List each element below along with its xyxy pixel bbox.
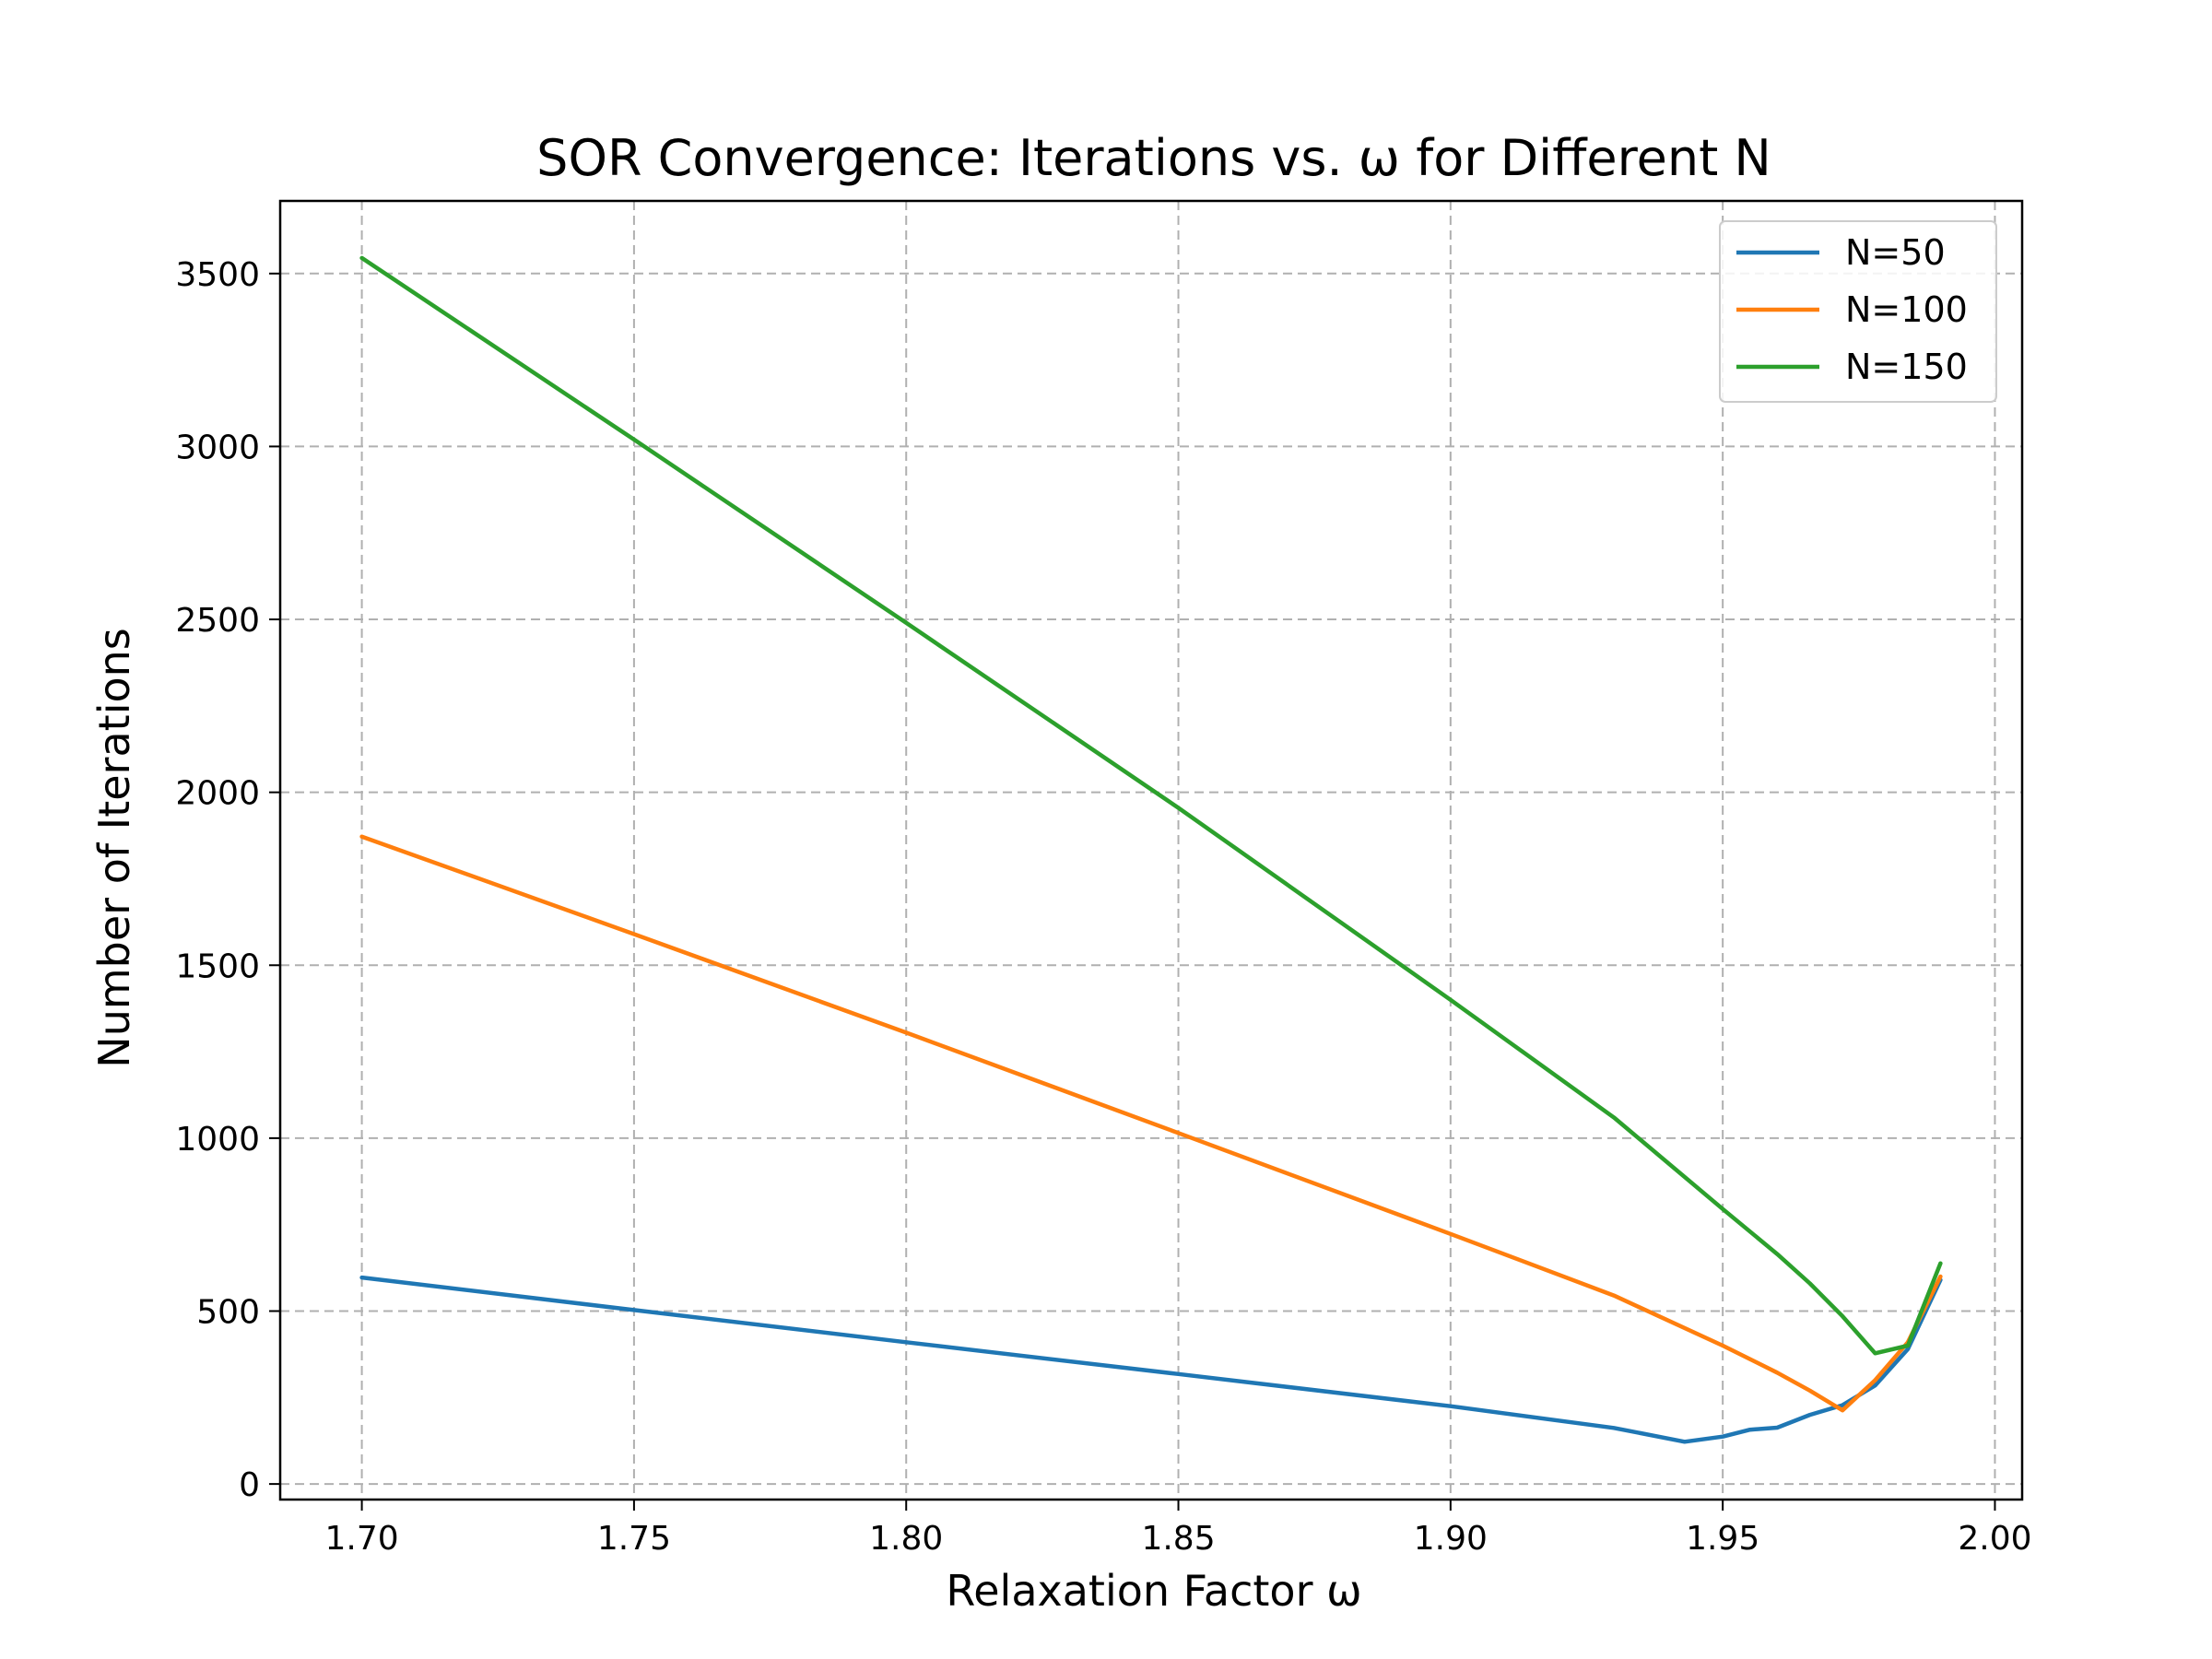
x-tick-label: 2.00 bbox=[1958, 1520, 2031, 1558]
x-tick-label: 1.70 bbox=[325, 1520, 399, 1558]
y-tick-label: 3500 bbox=[175, 256, 260, 294]
x-tick-label: 1.85 bbox=[1141, 1520, 1215, 1558]
y-tick-label: 1000 bbox=[175, 1121, 260, 1159]
plot-frame bbox=[278, 199, 2024, 1501]
x-tick-label: 1.80 bbox=[869, 1520, 943, 1558]
series-line-n-100 bbox=[359, 834, 1943, 1413]
x-tick-label: 1.90 bbox=[1414, 1520, 1488, 1558]
y-tick-label: 1500 bbox=[175, 947, 260, 985]
series-line-n-50 bbox=[359, 1275, 1943, 1444]
y-tick-label: 500 bbox=[196, 1293, 260, 1331]
x-tick-label: 1.95 bbox=[1686, 1520, 1759, 1558]
plot-series bbox=[359, 255, 1943, 1444]
x-tick-label: 1.75 bbox=[597, 1520, 671, 1558]
legend-label: N=50 bbox=[1845, 232, 1946, 273]
y-axis-ticks: 0 500 1000 1500 2000 2500 3000 3500 bbox=[175, 256, 280, 1504]
chart-title: SOR Convergence: Iterations vs. ω for Di… bbox=[536, 129, 1771, 187]
series-line-n-150 bbox=[359, 255, 1943, 1356]
y-tick-label: 3000 bbox=[175, 429, 260, 466]
legend-label: N=100 bbox=[1845, 289, 1968, 330]
legend-box bbox=[1719, 220, 1997, 403]
legend-label: N=150 bbox=[1845, 347, 1968, 387]
y-tick-label: 0 bbox=[239, 1466, 260, 1504]
y-axis-label: Number of Iterations bbox=[89, 628, 139, 1067]
legend: N=50 N=100 N=150 bbox=[1719, 220, 1997, 403]
x-axis-ticks: 1.70 1.75 1.80 1.85 1.90 1.95 2.00 bbox=[325, 1500, 2032, 1558]
y-tick-label: 2000 bbox=[175, 775, 260, 813]
x-axis-label: Relaxation Factor ω bbox=[946, 1566, 1361, 1616]
y-tick-label: 2500 bbox=[175, 602, 260, 640]
